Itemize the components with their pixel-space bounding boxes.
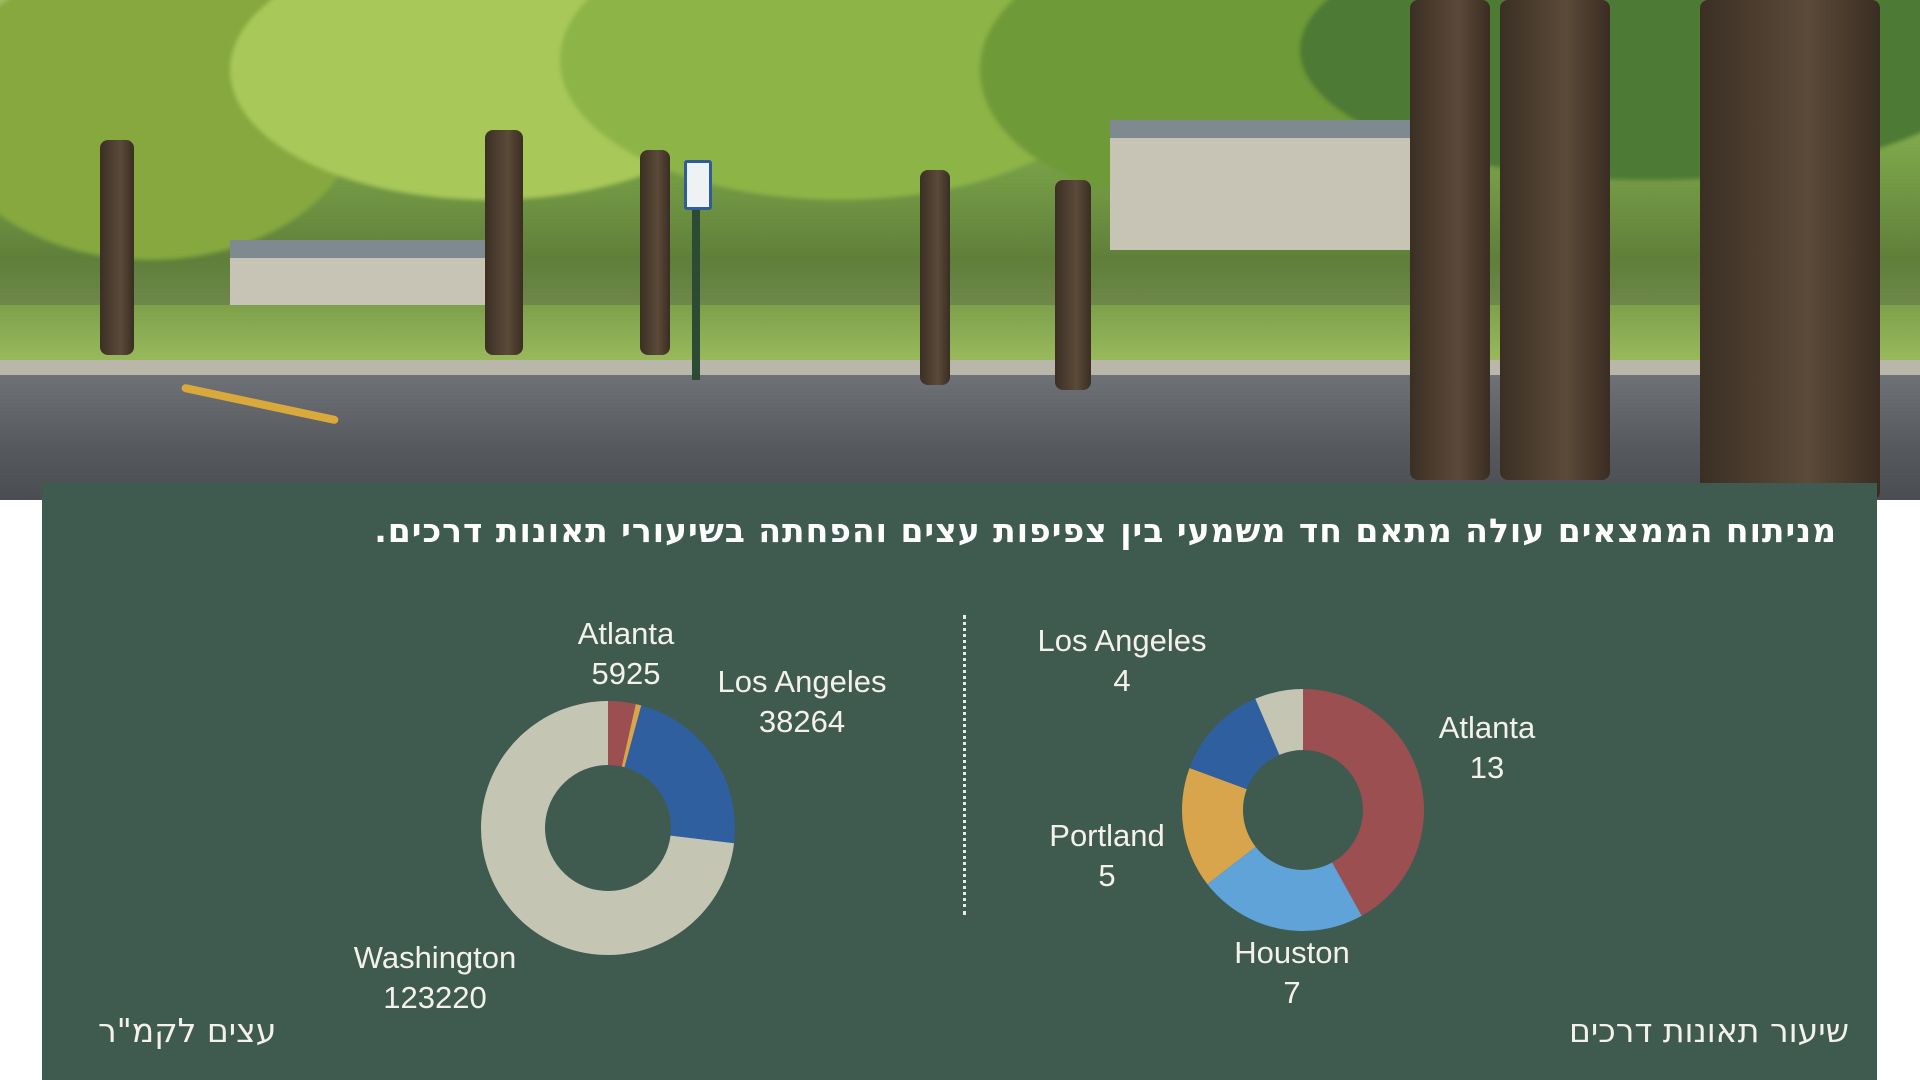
chart-divider — [963, 615, 966, 915]
donut-slice-atlanta — [1303, 689, 1424, 916]
donut-slice-portland — [1182, 767, 1256, 885]
accident-rate-donut: Atlanta 13 Houston 7 Portland 5 Los Angeles 4 — [1038, 623, 1536, 1010]
accidents-chart-title: שיעור תאונות דרכים — [1568, 1011, 1849, 1050]
slice-label-portland: Portland 5 — [1049, 818, 1164, 893]
donut-slice-atlanta — [608, 701, 636, 767]
donut-slice-washington — [481, 701, 735, 955]
slice-label-los-angeles: Los Angeles 4 — [1038, 623, 1207, 698]
slice-label-atlanta: Atlanta 5925 — [578, 616, 675, 691]
donut-slice-other — [1255, 689, 1303, 755]
donut-charts: Atlanta 5925 Los Angeles 38264 Washington 123… — [354, 616, 1536, 1015]
donut-slice-houston — [1207, 846, 1362, 931]
slice-label-atlanta: Atlanta 13 — [1439, 710, 1536, 785]
slice-label-los-angeles: Los Angeles 38264 — [718, 664, 887, 739]
donut-slice-los-angeles — [624, 705, 735, 844]
headline: מניתוח הממצאים עולה מתאם חד משמעי בין צפ… — [374, 511, 1837, 550]
donut-slice-other — [621, 704, 642, 768]
trees-chart-title: עצים לקמ"ר — [98, 1011, 277, 1050]
donut-slice-los-angeles — [1189, 698, 1280, 790]
header-photo — [0, 0, 1920, 500]
findings-panel: מניתוח הממצאים עולה מתאם חד משמעי בין צפ… — [42, 483, 1877, 1080]
trees-per-km2-donut: Atlanta 5925 Los Angeles 38264 Washington 123… — [354, 616, 887, 1015]
slice-label-washington: Washington 123220 — [354, 940, 517, 1015]
slice-label-houston: Houston 7 — [1234, 935, 1349, 1010]
